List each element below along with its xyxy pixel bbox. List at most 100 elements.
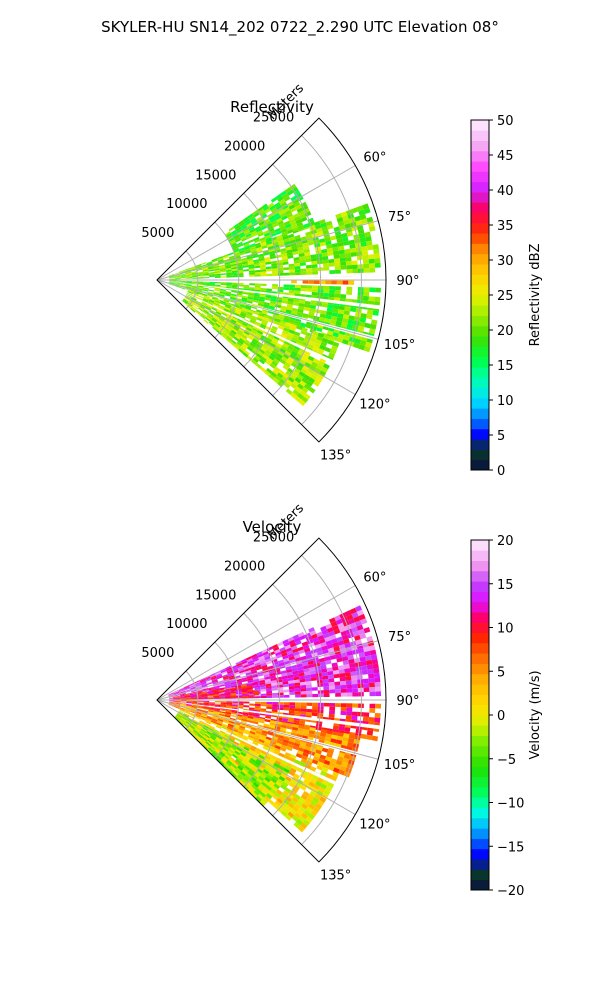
radar-cell	[234, 236, 241, 241]
colorbar-segment	[471, 212, 489, 224]
radar-cell	[287, 802, 295, 809]
radar-cell	[285, 388, 293, 395]
radar-cell	[266, 660, 273, 665]
radar-cell	[334, 685, 341, 690]
radar-cell	[248, 287, 255, 290]
radar-cell	[324, 318, 331, 324]
radar-cell	[217, 745, 223, 750]
radar-cell	[198, 295, 204, 299]
radar-cell	[187, 291, 194, 295]
radar-cell	[263, 795, 271, 802]
radar-cell	[291, 815, 299, 822]
radar-cell	[271, 265, 278, 269]
radar-cell	[218, 305, 225, 310]
radar-cell	[204, 733, 210, 739]
radar-cell	[371, 658, 379, 665]
colorbar-segment	[471, 305, 489, 316]
radar-cell	[300, 285, 307, 289]
radar-cell	[252, 721, 259, 725]
radar-cell	[228, 255, 235, 259]
radar-cell	[319, 370, 327, 377]
radar-cell	[239, 252, 246, 256]
radar-cell	[233, 741, 240, 746]
radar-cell	[265, 784, 272, 791]
colorbar-segment	[471, 663, 489, 675]
radar-cell	[337, 640, 345, 646]
radar-cell	[174, 282, 181, 285]
radar-cell	[289, 284, 296, 288]
radar-cell	[203, 734, 210, 740]
radar-cell	[241, 695, 248, 698]
radar-cell	[327, 304, 334, 309]
colorbar-segment	[471, 838, 489, 850]
radar-cell	[312, 705, 318, 710]
radar-cell	[237, 664, 244, 669]
radar-cell	[211, 259, 218, 263]
radar-cell	[312, 806, 320, 814]
radar-cell	[286, 303, 293, 308]
azimuth-tick-label: 135°	[320, 449, 351, 464]
radar-cell	[210, 675, 217, 679]
radar-cell	[255, 227, 262, 233]
radar-cell	[291, 186, 299, 193]
radar-cell	[284, 644, 292, 650]
radar-cell	[285, 246, 292, 251]
radar-cell	[229, 299, 236, 303]
radar-cell	[326, 752, 333, 759]
radar-cell	[296, 221, 304, 228]
radar-cell	[336, 657, 343, 663]
radar-cell	[195, 726, 202, 731]
radar-cell	[315, 339, 322, 345]
radar-cell	[191, 272, 198, 275]
radar-cell	[278, 350, 285, 357]
radar-cell	[288, 683, 295, 687]
radar-cell	[219, 695, 225, 697]
radar-cell	[179, 269, 185, 273]
radar-cell	[275, 193, 283, 200]
radar-cell	[253, 295, 260, 299]
radar-cell	[291, 726, 299, 731]
radar-cell	[287, 229, 294, 234]
radar-cell	[203, 271, 209, 274]
radar-cell	[271, 350, 279, 356]
radar-cell	[179, 692, 186, 695]
radar-cell	[279, 358, 287, 365]
radar-cell	[251, 791, 258, 798]
radar-cell	[323, 686, 330, 691]
radar-cell	[308, 280, 315, 284]
radar-cell	[369, 691, 376, 697]
radar-cell	[294, 739, 301, 745]
radar-cell	[282, 204, 289, 210]
radar-cell	[294, 793, 301, 800]
radar-cell	[302, 242, 309, 247]
colorbar-tick-label: 15	[497, 578, 514, 593]
radar-cell	[282, 329, 289, 335]
radar-cell	[344, 248, 351, 254]
radar-cell	[265, 266, 272, 270]
radar-cell	[344, 252, 352, 258]
radar-cell	[326, 330, 334, 336]
radar-cell	[298, 305, 305, 311]
radar-cell	[243, 746, 250, 752]
radar-cell	[287, 674, 294, 679]
radar-cell	[235, 238, 242, 243]
radar-cell	[307, 813, 315, 820]
radar-cell	[277, 270, 284, 274]
radar-cell	[245, 220, 252, 226]
radar-cell	[260, 693, 267, 697]
radar-cell	[286, 725, 293, 730]
radar-cell	[312, 370, 320, 378]
radar-cell	[186, 282, 193, 284]
radar-cell	[298, 249, 305, 255]
radar-cell	[272, 802, 279, 810]
radar-cell	[174, 283, 181, 285]
radar-cell	[174, 275, 181, 277]
radar-cell	[352, 630, 360, 637]
radar-cell	[274, 745, 281, 750]
radar-cell	[239, 671, 246, 676]
radar-cell	[190, 308, 196, 313]
radar-cell	[190, 266, 196, 269]
radar-cell	[275, 654, 283, 659]
radar-cell	[168, 693, 174, 696]
radar-cell	[297, 631, 305, 638]
